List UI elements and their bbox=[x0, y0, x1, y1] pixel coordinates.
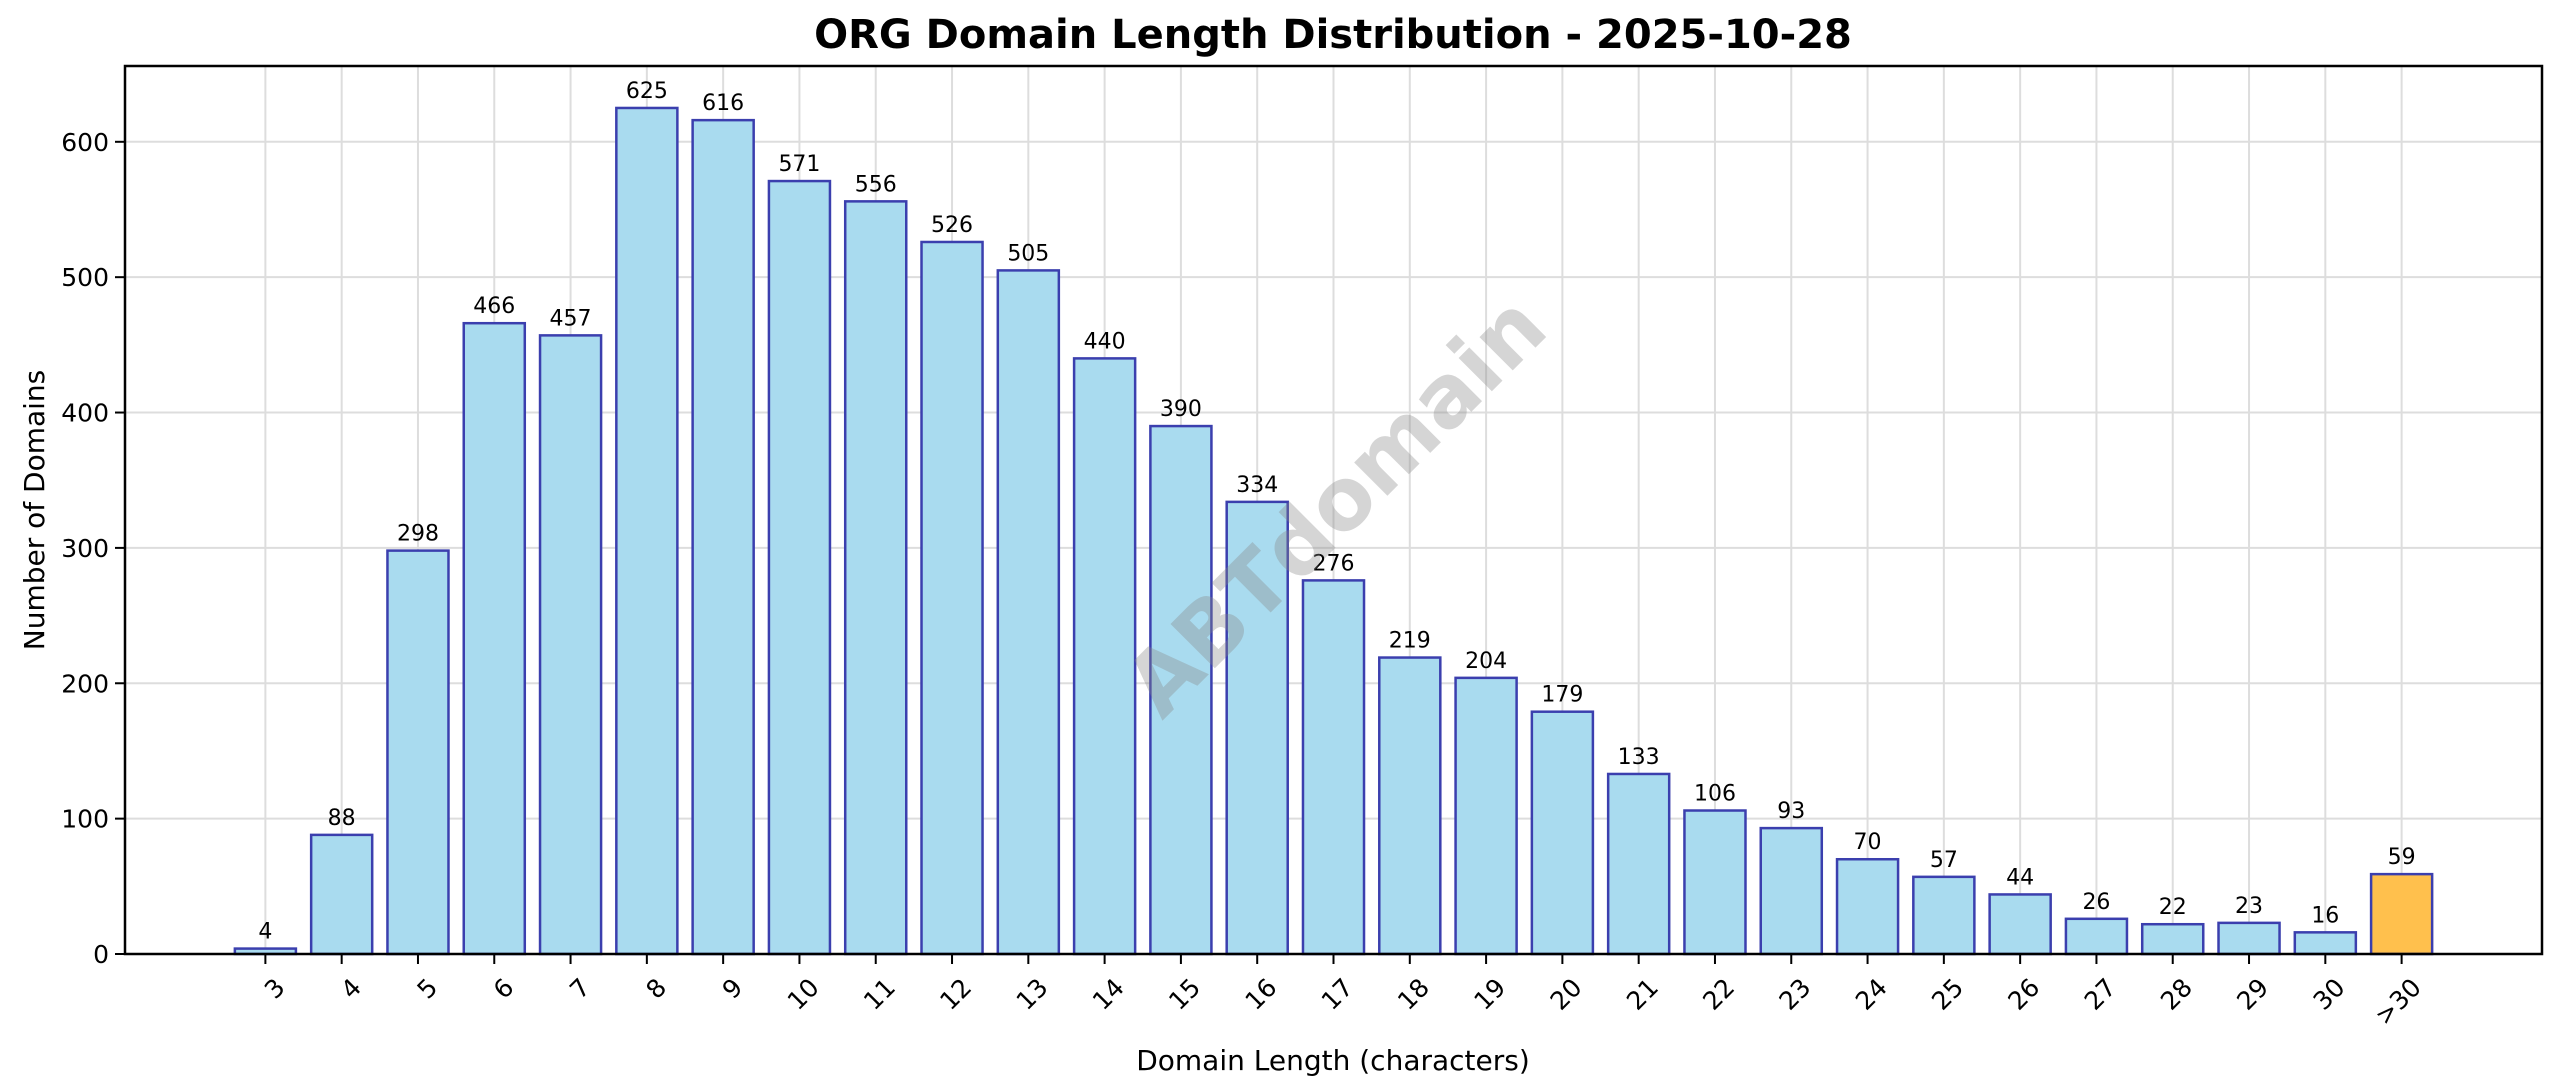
bar bbox=[1072, 357, 1137, 956]
data-label: 70 bbox=[1854, 830, 1882, 855]
bar bbox=[2217, 921, 2281, 956]
bar bbox=[2140, 922, 2205, 956]
data-label: 457 bbox=[550, 306, 592, 331]
bar bbox=[843, 200, 908, 956]
y-tick-label: 300 bbox=[61, 534, 109, 563]
data-label: 4 bbox=[258, 920, 272, 945]
bar bbox=[1454, 676, 1518, 956]
data-label: 505 bbox=[1007, 241, 1049, 266]
x-tick-label: 9 bbox=[717, 973, 749, 1005]
data-label: 22 bbox=[2159, 895, 2187, 920]
x-tick-label: 22 bbox=[1697, 973, 1740, 1016]
x-tick-label: 20 bbox=[1545, 973, 1588, 1016]
x-tick-label: 16 bbox=[1239, 973, 1282, 1016]
bar bbox=[1988, 893, 2052, 956]
x-tick-label: 30 bbox=[2308, 973, 2351, 1016]
x-tick-label: 25 bbox=[1926, 973, 1969, 1016]
y-tick-label: 100 bbox=[61, 805, 109, 834]
x-tick-label: 26 bbox=[2002, 973, 2045, 1016]
data-label: 334 bbox=[1236, 473, 1278, 498]
bar bbox=[1606, 772, 1671, 956]
data-label: 390 bbox=[1160, 397, 1202, 422]
x-tick-label: 29 bbox=[2231, 973, 2274, 1016]
bar bbox=[1530, 710, 1595, 956]
bar bbox=[615, 106, 679, 956]
x-tick-label: 28 bbox=[2155, 973, 2198, 1016]
x-axis: 3 4 5 6 7 8 9 10 11 12 13 14 15 16 17 18 19 20 21 22 23 24 25 2… bbox=[259, 954, 2427, 1031]
bars: 4 88 298 466 457 625 616 571 556 526 505 440 390 334 2… bbox=[233, 79, 2434, 956]
x-tick-label: 27 bbox=[2079, 973, 2122, 1016]
x-tick-label: 10 bbox=[782, 973, 825, 1016]
bar bbox=[2369, 872, 2434, 956]
data-label: 526 bbox=[931, 213, 973, 238]
data-label: 204 bbox=[1465, 649, 1507, 674]
data-label: 57 bbox=[1930, 848, 1958, 873]
y-axis: 0 100 200 300 400 500 600 bbox=[61, 128, 125, 969]
data-label: 571 bbox=[778, 152, 820, 177]
y-tick-label: 500 bbox=[61, 263, 109, 292]
x-axis-label: Domain Length (characters) bbox=[1136, 1044, 1530, 1077]
x-tick-label: 6 bbox=[488, 973, 520, 1005]
x-tick-label: 3 bbox=[259, 973, 291, 1005]
x-tick-label: 12 bbox=[934, 973, 977, 1016]
bar bbox=[1759, 826, 1824, 956]
x-tick-label: 8 bbox=[640, 973, 672, 1005]
y-axis-label: Number of Domains bbox=[18, 370, 51, 651]
bar bbox=[691, 118, 755, 956]
x-tick-label: 21 bbox=[1621, 973, 1664, 1016]
data-label: 16 bbox=[2311, 903, 2339, 928]
x-tick-label: 15 bbox=[1163, 973, 1206, 1016]
bar bbox=[767, 179, 832, 956]
y-tick-label: 400 bbox=[61, 399, 109, 428]
data-label: 625 bbox=[626, 79, 668, 104]
data-label: 298 bbox=[397, 522, 439, 547]
x-tick-label: 5 bbox=[411, 973, 443, 1005]
x-tick-label: 11 bbox=[858, 973, 901, 1016]
x-tick-label: >30 bbox=[2369, 973, 2427, 1031]
x-tick-label: 4 bbox=[335, 973, 367, 1005]
bar bbox=[386, 549, 450, 956]
bar bbox=[2064, 917, 2129, 956]
x-tick-label: 23 bbox=[1774, 973, 1817, 1016]
data-label: 23 bbox=[2235, 894, 2263, 919]
x-tick-label: 17 bbox=[1316, 973, 1359, 1016]
y-tick-label: 0 bbox=[93, 940, 109, 969]
data-label: 556 bbox=[855, 172, 897, 197]
data-label: 88 bbox=[328, 806, 356, 831]
bar bbox=[2293, 931, 2358, 956]
bar bbox=[920, 240, 984, 956]
chart-title: ORG Domain Length Distribution - 2025-10… bbox=[814, 12, 1852, 58]
bar bbox=[1301, 579, 1366, 956]
x-tick-label: 24 bbox=[1850, 973, 1893, 1016]
bar bbox=[538, 334, 603, 956]
bar bbox=[1378, 656, 1442, 956]
bar bbox=[996, 269, 1061, 956]
data-label: 219 bbox=[1389, 629, 1431, 654]
data-label: 616 bbox=[702, 91, 744, 116]
data-label: 44 bbox=[2006, 865, 2034, 890]
data-label: 440 bbox=[1084, 329, 1126, 354]
bar bbox=[309, 833, 374, 956]
x-tick-label: 18 bbox=[1392, 973, 1435, 1016]
y-tick-label: 600 bbox=[61, 128, 109, 157]
bar bbox=[1835, 857, 1900, 956]
data-label: 59 bbox=[2388, 845, 2416, 870]
data-label: 26 bbox=[2082, 890, 2110, 915]
data-label: 93 bbox=[1777, 799, 1805, 824]
y-tick-label: 200 bbox=[61, 669, 109, 698]
x-tick-label: 7 bbox=[564, 973, 596, 1005]
x-tick-label: 19 bbox=[1468, 973, 1511, 1016]
x-tick-label: 14 bbox=[1087, 973, 1130, 1016]
data-label: 276 bbox=[1313, 551, 1355, 576]
data-label: 179 bbox=[1541, 683, 1583, 708]
data-label: 106 bbox=[1694, 782, 1736, 807]
data-label: 466 bbox=[473, 294, 515, 319]
bar bbox=[462, 321, 527, 956]
bar bbox=[1912, 875, 1976, 956]
bar bbox=[1683, 809, 1747, 956]
x-tick-label: 13 bbox=[1011, 973, 1054, 1016]
bar bbox=[1149, 424, 1213, 956]
data-label: 133 bbox=[1618, 745, 1660, 770]
